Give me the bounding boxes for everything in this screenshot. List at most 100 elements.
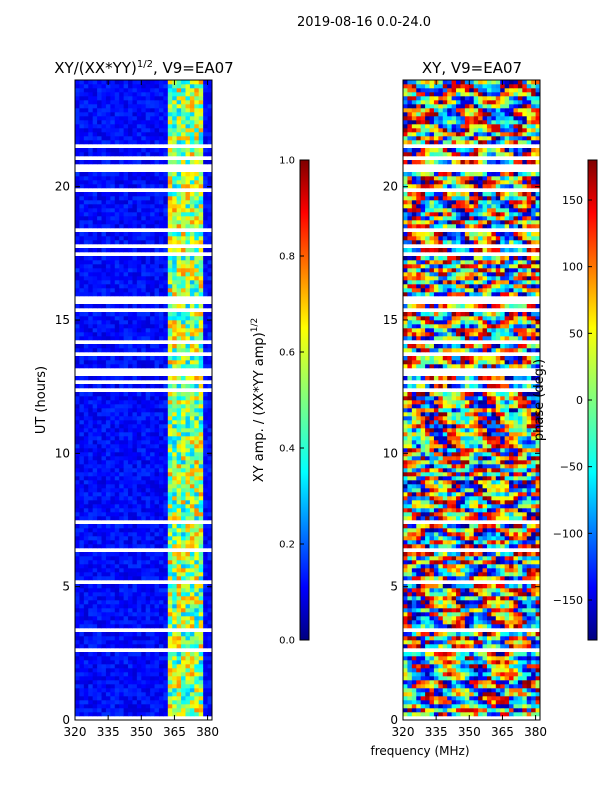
left-heatmap-cell [172, 108, 178, 113]
left-heatmap-cell [88, 84, 94, 89]
right-heatmap-cell [522, 656, 528, 661]
left-heatmap-cell [123, 160, 129, 165]
left-heatmap-cell [176, 488, 182, 493]
right-heatmap-cell [411, 632, 417, 637]
left-heatmap-cell [194, 172, 200, 177]
left-heatmap-cell [150, 208, 155, 213]
left-heatmap-cell [172, 500, 178, 505]
left-heatmap-cell [203, 288, 208, 293]
left-heatmap-cell [141, 568, 147, 573]
left-heatmap-cell [181, 216, 186, 221]
left-heatmap-cell [128, 224, 133, 229]
left-heatmap-cell [198, 568, 204, 573]
left-heatmap-cell [172, 400, 178, 405]
left-heatmap-cell [75, 216, 80, 221]
left-heatmap-cell [105, 216, 111, 221]
left-heatmap-cell [194, 452, 200, 457]
left-heatmap-cell [145, 656, 151, 661]
left-heatmap-cell [119, 552, 125, 557]
right-heatmap-cell [464, 624, 470, 629]
left-heatmap-cell [101, 492, 107, 497]
left-heatmap-cell [132, 436, 138, 441]
left-heatmap-cell [154, 284, 160, 289]
left-heatmap-cell [203, 708, 208, 713]
left-heatmap-cell [145, 280, 151, 285]
left-heatmap-cell [110, 220, 116, 225]
left-heatmap-cell [97, 100, 102, 105]
right-heatmap-cell [420, 652, 426, 657]
left-heatmap-cell [101, 396, 107, 401]
left-heatmap-cell [114, 500, 120, 505]
left-heatmap-cell [150, 404, 155, 409]
left-heatmap-cell [181, 620, 186, 625]
left-heatmap-cell [145, 92, 151, 97]
left-heatmap-cell [203, 180, 208, 185]
left-heatmap-cell [158, 572, 164, 577]
right-heatmap-cell [403, 664, 408, 669]
left-heatmap-cell [150, 312, 155, 317]
left-heatmap-cell [154, 348, 160, 353]
left-heatmap-cell [181, 532, 186, 537]
left-heatmap-cell [150, 456, 155, 461]
left-heatmap-cell [128, 552, 133, 557]
left-gap-row [75, 580, 212, 584]
left-heatmap-cell [172, 172, 178, 177]
right-heatmap-cell [513, 696, 519, 701]
left-heatmap-cell [207, 108, 213, 113]
left-heatmap-cell [207, 500, 213, 505]
left-heatmap-cell [176, 400, 182, 405]
left-heatmap-cell [158, 536, 164, 541]
left-heatmap-cell [163, 560, 169, 565]
left-heatmap-cell [79, 480, 85, 485]
right-heatmap-cell [535, 680, 541, 685]
left-heatmap-cell [105, 596, 111, 601]
right-heatmap-cell [407, 652, 413, 657]
left-heatmap-cell [198, 272, 204, 277]
left-heatmap-cell [181, 84, 186, 89]
left-heatmap-cell [207, 212, 213, 217]
left-heatmap-cell [176, 160, 182, 165]
left-heatmap-cell [207, 524, 213, 529]
left-heatmap-cell [207, 268, 213, 273]
left-heatmap-cell [189, 176, 195, 181]
left-heatmap-cell [88, 704, 94, 709]
left-heatmap-cell [181, 672, 186, 677]
right-heatmap-cell [522, 676, 528, 681]
left-heatmap-cell [176, 592, 182, 597]
left-heatmap-cell [145, 620, 151, 625]
left-heatmap-cell [194, 492, 200, 497]
left-heatmap-cell [154, 92, 160, 97]
left-heatmap-cell [194, 484, 200, 489]
left-heatmap-cell [185, 636, 191, 641]
left-heatmap-cell [88, 260, 94, 265]
left-heatmap-cell [123, 400, 129, 405]
right-heatmap-cell [433, 632, 439, 637]
left-heatmap-cell [79, 632, 85, 637]
left-heatmap-cell [203, 108, 208, 113]
left-heatmap-cell [92, 412, 98, 417]
left-heatmap-cell [198, 288, 204, 293]
left-heatmap-cell [176, 152, 182, 157]
left-heatmap-cell [79, 328, 85, 333]
left-heatmap-cell [128, 336, 133, 341]
left-colorbar-ticks: 0.00.20.40.60.81.0 [279, 156, 304, 647]
left-heatmap-cell [150, 488, 155, 493]
left-heatmap-cell [97, 576, 102, 581]
left-heatmap-cell [123, 540, 129, 545]
left-heatmap-cell [172, 136, 178, 141]
left-heatmap-cell [194, 180, 200, 185]
left-heatmap-cell [92, 176, 98, 181]
left-heatmap-cell [75, 328, 80, 333]
left-heatmap-cell [207, 324, 213, 329]
left-heatmap-cell [203, 696, 208, 701]
left-heatmap-cell [203, 140, 208, 145]
left-heatmap-cell [97, 592, 102, 597]
right-heatmap-cell [469, 640, 475, 645]
left-heatmap-cell [203, 560, 208, 565]
left-heatmap-cell [154, 636, 160, 641]
left-heatmap-cell [189, 336, 195, 341]
left-heatmap-cell [114, 508, 120, 513]
left-heatmap-cell [97, 248, 102, 253]
left-heatmap-cell [136, 624, 142, 629]
left-heatmap-cell [141, 712, 147, 717]
